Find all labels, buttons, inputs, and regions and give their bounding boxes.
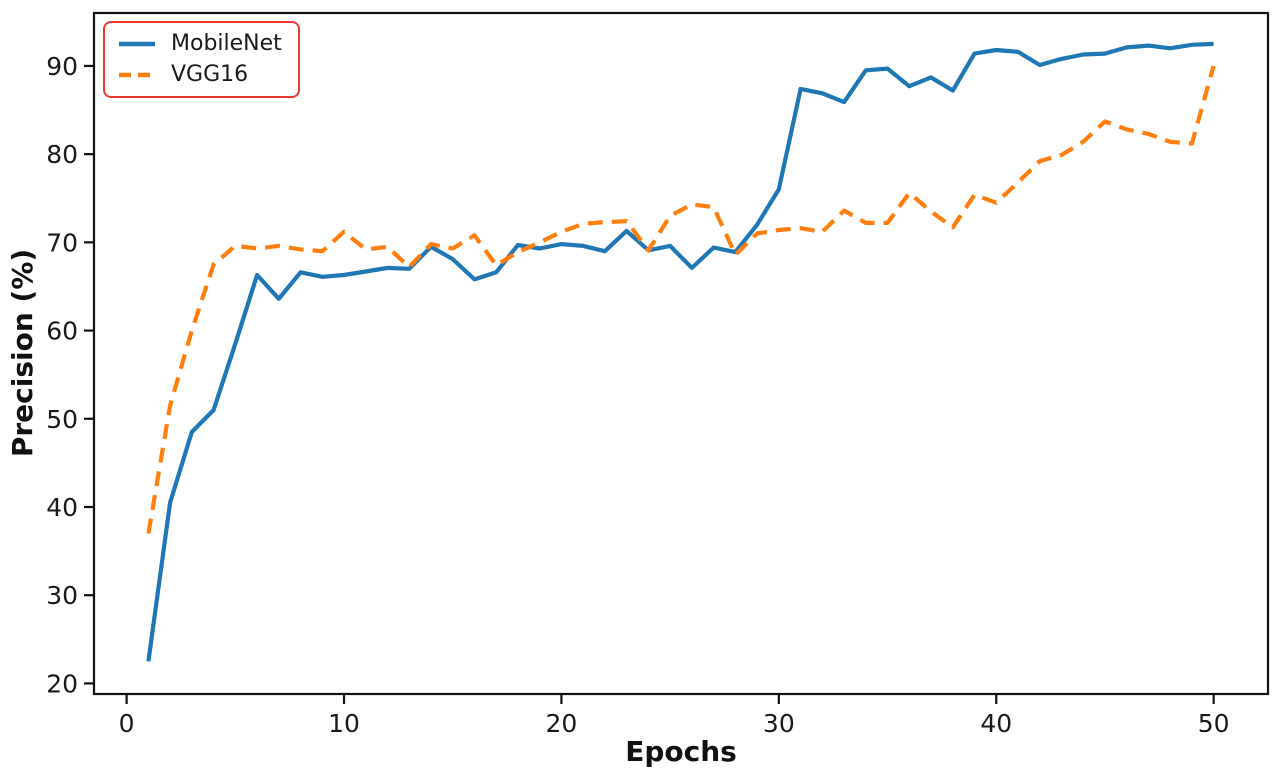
y-tick-label: 50 xyxy=(46,405,78,434)
x-tick-label: 10 xyxy=(328,709,360,738)
x-axis-label: Epochs xyxy=(625,735,737,768)
y-tick-label: 40 xyxy=(46,493,78,522)
x-tick-label: 20 xyxy=(546,709,578,738)
legend-item-vgg16: VGG16 xyxy=(117,62,282,88)
y-axis-label: Precision (%) xyxy=(6,249,39,457)
vgg16-line xyxy=(146,65,1216,534)
legend: MobileNet VGG16 xyxy=(103,21,300,99)
vgg16-line-swatch xyxy=(119,73,155,78)
legend-label-mobilenet: MobileNet xyxy=(171,31,282,56)
mobilenet-line-swatch xyxy=(119,41,155,47)
mobilenet-line xyxy=(146,41,1214,662)
y-tick-label: 70 xyxy=(46,228,78,257)
x-tick-label: 50 xyxy=(1198,709,1230,738)
legend-label-vgg16: VGG16 xyxy=(171,62,249,88)
x-tick-label: 0 xyxy=(119,709,135,738)
y-tick-label: 60 xyxy=(46,317,78,346)
y-tick-label: 90 xyxy=(46,52,78,81)
plot-border xyxy=(92,11,1270,696)
y-tick-label: 30 xyxy=(46,581,78,610)
x-tick-label: 40 xyxy=(980,709,1012,738)
legend-item-mobilenet: MobileNet xyxy=(117,31,282,56)
y-tick-label: 20 xyxy=(46,669,78,698)
y-tick-label: 80 xyxy=(46,140,78,169)
x-tick-label: 30 xyxy=(763,709,795,738)
